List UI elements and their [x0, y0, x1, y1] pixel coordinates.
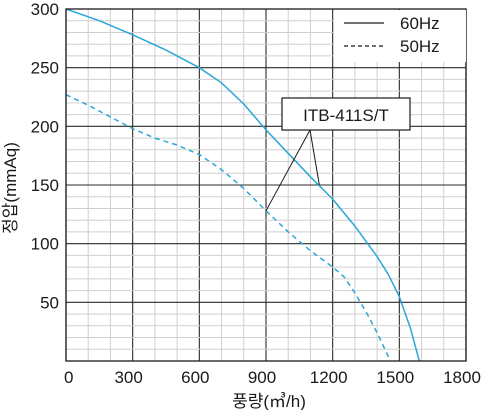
x-tick-label: 900: [248, 368, 276, 387]
y-tick-label: 50: [40, 293, 59, 312]
y-axis-title: 정압(mmAq): [1, 142, 20, 234]
y-tick-label: 100: [31, 235, 59, 254]
annotation-label: ITB-411S/T: [303, 106, 389, 125]
annotation-box: [281, 97, 411, 131]
legend-label-50Hz: 50Hz: [400, 37, 440, 56]
y-tick-label: 150: [31, 176, 59, 195]
series-line-60Hz: [65, 8, 421, 362]
plot-frame: [65, 8, 467, 362]
legend-box: [334, 10, 466, 62]
series-layer: [65, 8, 421, 362]
annotation-leader: [309, 129, 320, 186]
annotation: ITB-411S/T: [265, 97, 411, 212]
annotation-leader: [265, 129, 311, 212]
x-tick-label: 300: [114, 368, 142, 387]
y-tick-label: 300: [31, 0, 59, 19]
x-axis-title: 풍량(㎥/h): [232, 392, 306, 410]
tick-labels: 0 300 600 900 1200 1500 1800 50 100 150 200 250 300: [31, 0, 481, 387]
series-line-50Hz: [65, 94, 392, 362]
legend: 60Hz 50Hz: [334, 10, 466, 62]
y-tick-label: 200: [31, 117, 59, 136]
x-tick-label: 0: [64, 368, 73, 387]
x-tick-label: 1800: [443, 368, 481, 387]
x-tick-label: 1500: [376, 368, 414, 387]
x-tick-label: 1200: [310, 368, 348, 387]
legend-label-60Hz: 60Hz: [400, 14, 440, 33]
y-tick-label: 250: [31, 59, 59, 78]
x-tick-label: 600: [181, 368, 209, 387]
